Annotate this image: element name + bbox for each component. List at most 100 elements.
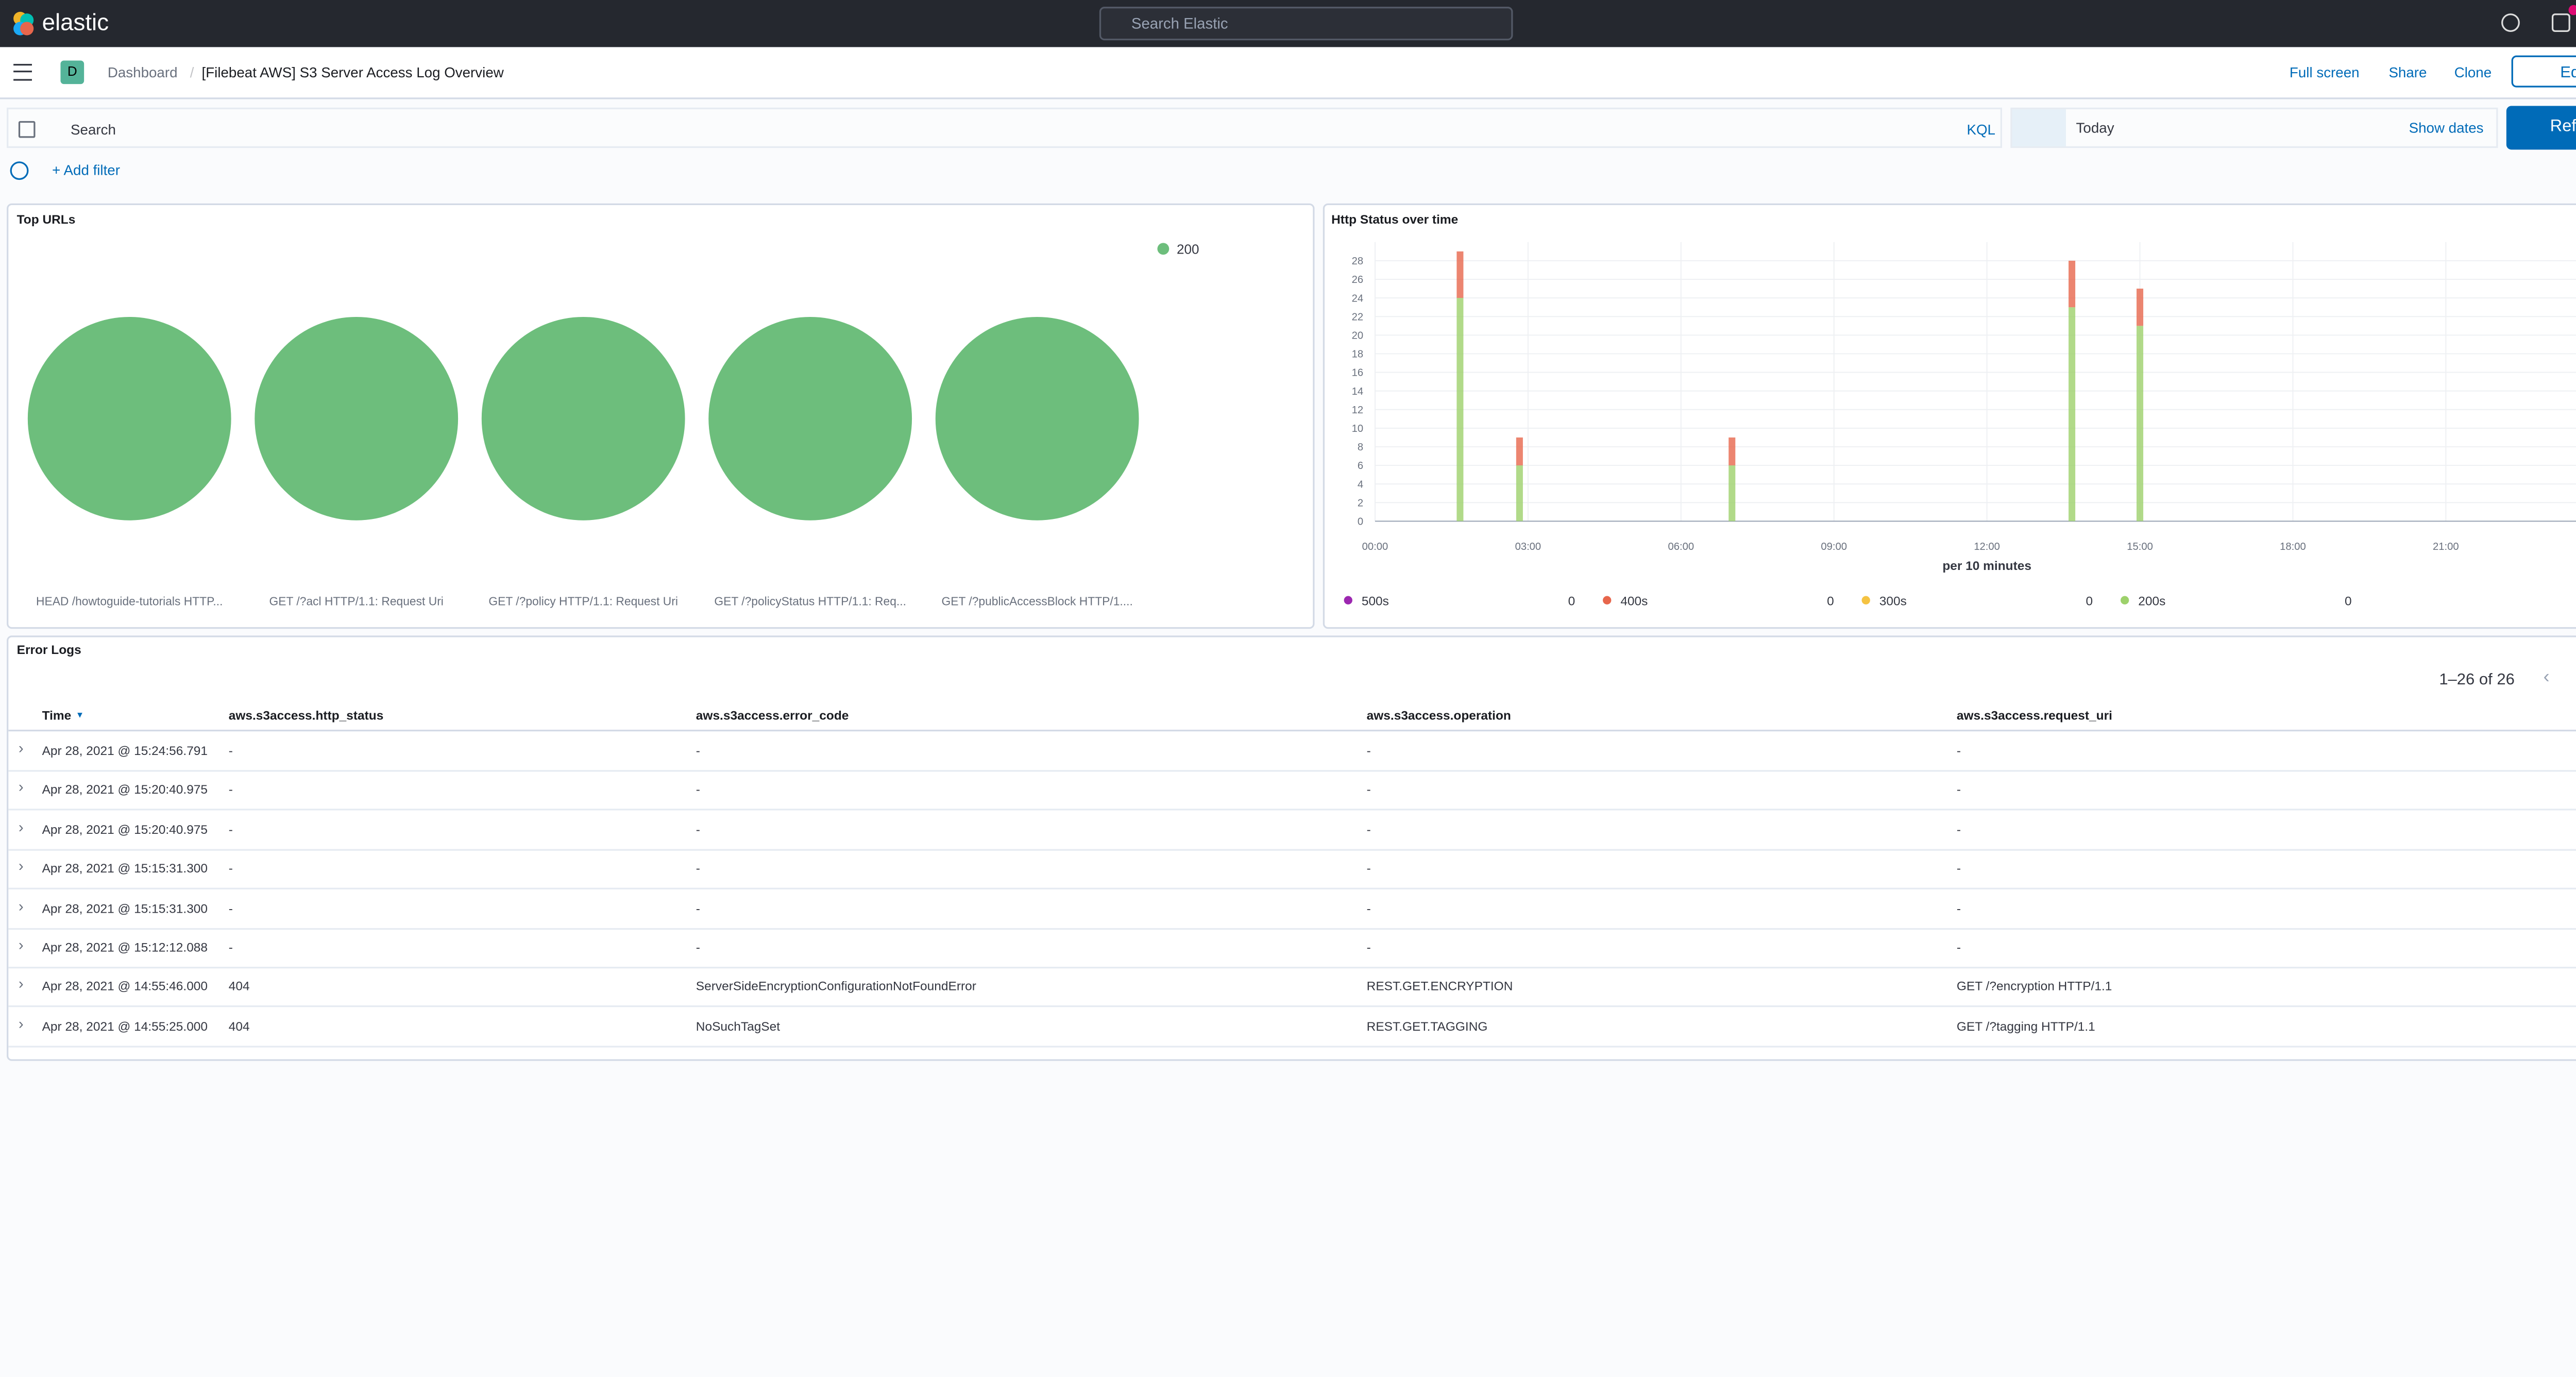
legend-value: 0 [1568, 595, 1575, 609]
table-cell: - [696, 900, 700, 916]
global-search[interactable]: Search Elastic [1099, 7, 1513, 41]
table-cell: - [228, 821, 233, 837]
logo-text: elastic [42, 8, 109, 36]
sort-icon: ▾ [77, 711, 82, 721]
bar-segment [2137, 289, 2144, 326]
breadcrumb: [Filebeat AWS] S3 Server Access Log Over… [201, 63, 504, 81]
table-cell: Apr 28, 2021 @ 15:24:56.791 [42, 743, 208, 759]
column-header: aws.s3access.operation [1366, 708, 1511, 723]
table-cell: - [696, 861, 700, 877]
kql-toggle[interactable]: KQL [1967, 121, 1995, 138]
bubble-label: GET /?publicAccessBlock HTTP/1.... [941, 595, 1132, 608]
bar-segment [2069, 307, 2076, 522]
table-cell: ServerSideEncryptionConfigurationNotFoun… [696, 979, 976, 995]
table-cell: - [696, 821, 700, 837]
table-row: › Apr 28, 2021 @ 15:24:56.791 - - - - [8, 731, 2576, 772]
expand-toggle[interactable]: › [18, 779, 24, 796]
prev-page[interactable]: ‹ [2543, 667, 2550, 688]
expand-toggle[interactable]: › [18, 897, 24, 914]
space-badge[interactable]: D [60, 60, 84, 85]
table-cell: - [1956, 900, 1961, 916]
bar-segment [1516, 437, 1523, 466]
legend-value: 0 [2086, 595, 2093, 609]
date-quick-menu[interactable] [2012, 109, 2066, 146]
table-cell: - [1956, 743, 1961, 759]
query-bar: Search KQL [7, 107, 2002, 148]
y-tick-label: 22 [1352, 311, 1364, 323]
x-axis-label: per 10 minutes [1942, 559, 2031, 573]
expand-toggle[interactable]: › [18, 1015, 24, 1032]
bar-segment [1456, 298, 1464, 522]
date-range[interactable]: Today [2076, 119, 2114, 137]
full-screen-button[interactable]: Full screen [2289, 63, 2360, 81]
bar-segment [1728, 465, 1736, 522]
bubble-label: GET /?acl HTTP/1.1: Request Uri [269, 595, 444, 608]
expand-toggle[interactable]: › [18, 936, 24, 953]
table-cell: - [228, 743, 233, 759]
expand-toggle[interactable]: › [18, 818, 24, 835]
y-tick-label: 6 [1358, 460, 1363, 472]
news-icon[interactable] [2551, 13, 2570, 32]
table-row: › Apr 28, 2021 @ 15:20:40.975 - - - - [8, 810, 2576, 851]
y-tick-label: 10 [1352, 423, 1364, 434]
bubble [255, 316, 459, 520]
share-button[interactable]: Share [2388, 63, 2427, 81]
table-cell: NoSuchTagSet [696, 1018, 781, 1034]
date-picker: Today Show dates [2010, 107, 2498, 148]
table-cell: - [228, 900, 233, 916]
legend-dot [1344, 596, 1352, 604]
legend-label: 400s [1620, 595, 1648, 609]
table-cell: GET /?encryption HTTP/1.1 [1956, 979, 2112, 995]
edit-button[interactable]: Edit [2511, 55, 2576, 88]
show-dates-button[interactable]: Show dates [2409, 119, 2484, 137]
edit-label: Edit [2560, 63, 2576, 82]
legend-dot [1603, 596, 1612, 604]
table-cell: 404 [228, 979, 250, 995]
x-tick-label: 15:00 [2127, 541, 2153, 552]
legend-dot [1157, 243, 1170, 255]
bar-segment [1516, 465, 1523, 522]
bubble-label: GET /?policy HTTP/1.1: Request Uri [488, 595, 678, 608]
help-icon[interactable] [2501, 13, 2520, 32]
add-filter-button[interactable]: + Add filter [52, 161, 120, 178]
y-tick-label: 4 [1358, 479, 1363, 490]
table-cell: - [1366, 939, 1371, 955]
table-cell: - [1366, 900, 1371, 916]
breadcrumb[interactable]: Dashboard [107, 63, 178, 81]
y-tick-label: 18 [1352, 349, 1364, 360]
y-tick-label: 20 [1352, 330, 1364, 342]
expand-toggle[interactable]: › [18, 858, 24, 875]
table-cell: - [1956, 939, 1961, 955]
clone-button[interactable]: Clone [2454, 63, 2492, 81]
search-input[interactable]: Search [71, 121, 116, 138]
error-logs-panel: Error Logs 1–26 of 26 ‹ › Time aws.s3acce… [7, 635, 2576, 1061]
table-cell: - [696, 782, 700, 798]
table-cell: - [228, 939, 233, 955]
bubble [935, 316, 1139, 520]
legend-label: 200 [1177, 242, 1199, 257]
expand-toggle[interactable]: › [18, 740, 24, 757]
table-cell: Apr 28, 2021 @ 15:20:40.975 [42, 821, 208, 837]
table-row: › Apr 28, 2021 @ 15:12:12.088 - - - - [8, 928, 2576, 969]
table-cell: Apr 28, 2021 @ 15:20:40.975 [42, 782, 208, 798]
table-cell: - [1956, 821, 1961, 837]
bubble [481, 316, 685, 520]
bar-segment [1456, 251, 1464, 298]
x-tick-label: 03:00 [1515, 541, 1541, 552]
filter-icon[interactable] [10, 161, 29, 180]
table-row: › Apr 28, 2021 @ 15:15:31.300 - - - - [8, 889, 2576, 929]
header: elastic Search Elastic m [0, 0, 2576, 47]
bubble [708, 316, 912, 520]
table-cell: - [1366, 861, 1371, 877]
x-tick-label: 12:00 [1974, 541, 2000, 552]
refresh-button[interactable]: Refresh [2506, 106, 2576, 150]
saved-query-icon[interactable] [18, 121, 36, 138]
panel-title: Error Logs [16, 642, 81, 658]
x-tick-label: 06:00 [1668, 541, 1694, 552]
table-row: › Apr 28, 2021 @ 15:15:31.300 - - - - [8, 849, 2576, 890]
expand-toggle[interactable]: › [18, 976, 24, 993]
menu-button[interactable] [13, 63, 32, 81]
